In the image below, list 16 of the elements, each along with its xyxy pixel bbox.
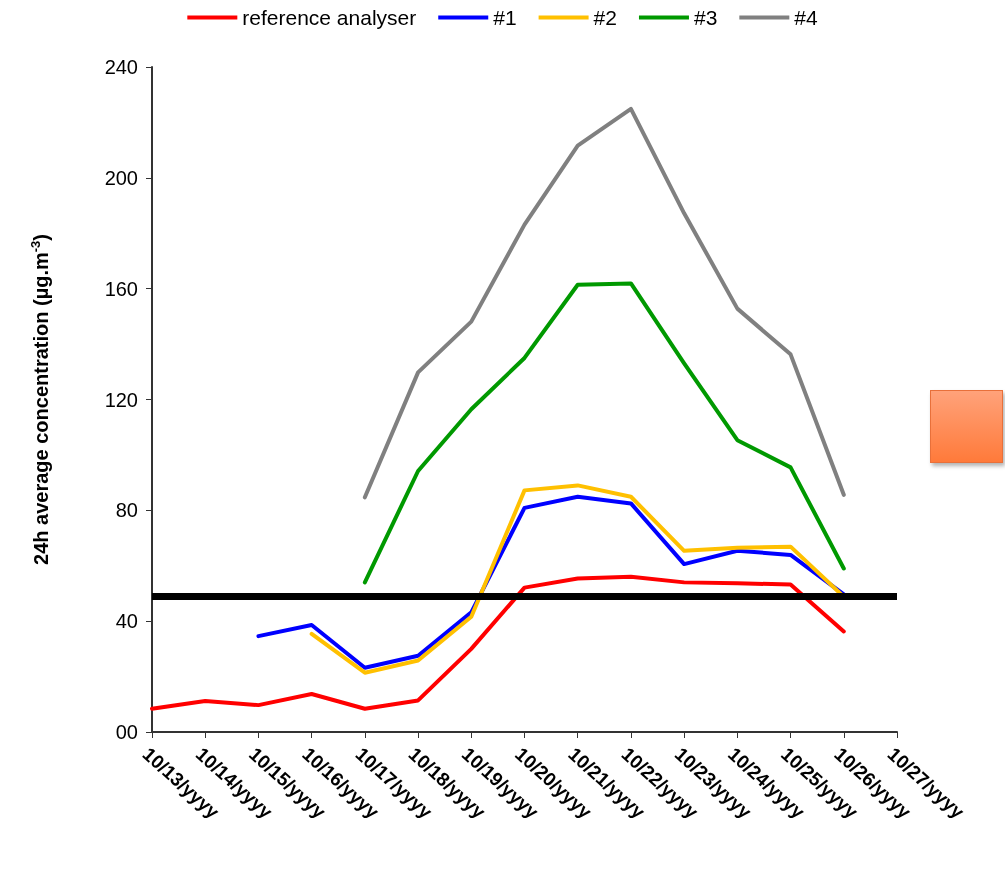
y-tick-label: 200	[104, 166, 138, 189]
line-series	[362, 281, 846, 585]
y-tick-label: 120	[104, 388, 138, 411]
y-tick-label: 160	[104, 277, 138, 300]
legend-label: #3	[693, 6, 718, 29]
y-axis-title: 24h average concentration (µg.m-3)	[28, 234, 52, 565]
line-series	[150, 574, 846, 711]
legend-label: #4	[794, 6, 818, 29]
line-series	[362, 106, 846, 500]
legend-label: #1	[493, 6, 517, 29]
legend-label: #2	[593, 6, 617, 29]
y-tick-label: 00	[115, 721, 138, 743]
legend-label: reference analyser	[242, 6, 417, 29]
y-tick-label: 40	[115, 610, 138, 633]
y-tick-label: 240	[104, 56, 138, 78]
y-tick-label: 80	[115, 499, 138, 522]
